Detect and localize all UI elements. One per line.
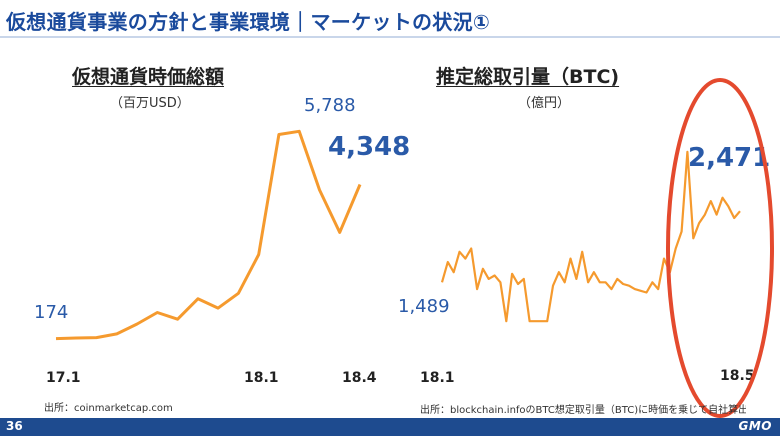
market-cap-source: 出所：coinmarketcap.com (44, 403, 173, 414)
btc-volume-line (440, 150, 741, 323)
market-cap-chart: 174 5,788 4,348 17.1 18.1 18.4 (34, 95, 410, 386)
footer-bar: 36 GMO (0, 418, 780, 436)
x-tick-label: 18.4 (342, 370, 377, 386)
btc-volume-chart-unit: （億円） (518, 96, 571, 111)
title-divider (0, 36, 780, 38)
highlight-circle (666, 78, 774, 418)
btc-volume-chart: 1,489 2,471 18.1 18.5 (398, 78, 774, 418)
market-cap-chart-title: 仮想通貨時価総額 (72, 66, 225, 88)
market-cap-peak-label: 5,788 (304, 95, 356, 116)
x-tick-label: 18.1 (420, 370, 455, 386)
btc-volume-peak-label: 2,471 (688, 143, 770, 173)
gmo-logo: GMO (738, 419, 772, 433)
market-cap-chart-unit: （百万USD） (110, 96, 190, 111)
btc-volume-start-label: 1,489 (398, 296, 450, 317)
slide-title: 仮想通貨事業の方針と事業環境｜マーケットの状況① (6, 10, 491, 34)
x-tick-label: 17.1 (46, 370, 81, 386)
x-tick-label: 18.1 (244, 370, 279, 386)
btc-volume-source: 出所：blockchain.infoのBTC想定取引量（BTC)に時価を乗じて自… (420, 405, 746, 416)
market-cap-line (55, 129, 362, 341)
btc-volume-chart-title: 推定総取引量（BTC) (436, 66, 620, 88)
x-tick-label: 18.5 (720, 368, 755, 384)
page-number: 36 (6, 419, 23, 433)
market-cap-latest-label: 4,348 (328, 132, 410, 162)
market-cap-start-label: 174 (34, 302, 68, 323)
